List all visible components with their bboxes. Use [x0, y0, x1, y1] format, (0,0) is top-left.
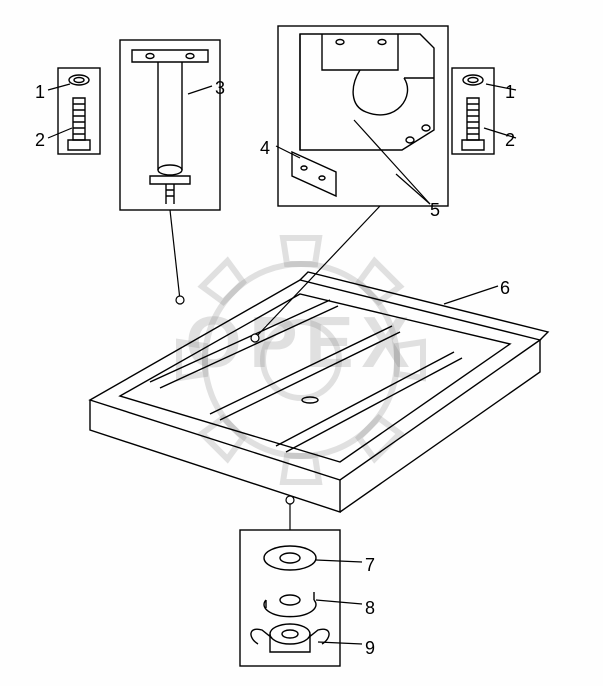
detail-box [452, 68, 494, 154]
callout-leader [48, 128, 72, 138]
callout-number: 4 [260, 138, 270, 159]
callout-number: 1 [35, 82, 45, 103]
part-washer-spring [264, 592, 316, 617]
callout-number: 3 [215, 78, 225, 99]
detail-box [58, 68, 100, 154]
callout-leader [396, 174, 430, 204]
part-tray [90, 272, 548, 512]
part-bracket [292, 34, 434, 196]
part-bolt-left [68, 75, 90, 150]
callout-number: 2 [505, 130, 515, 151]
detail-box [240, 530, 340, 666]
callout-leader [444, 286, 498, 304]
callout-number: 9 [365, 638, 375, 659]
callout-leader [316, 600, 362, 604]
part-pin [132, 50, 208, 204]
callout-leader [316, 560, 362, 562]
leader-anchor [251, 334, 259, 342]
leader-anchor [286, 496, 294, 504]
callout-number: 7 [365, 555, 375, 576]
callout-number: 1 [505, 82, 515, 103]
callout-leader [354, 120, 430, 204]
callout-number: 2 [35, 130, 45, 151]
part-washer-flat [264, 546, 316, 570]
part-wing-nut [251, 624, 329, 652]
callout-number: 8 [365, 598, 375, 619]
detail-leader [255, 206, 380, 338]
callout-leader [188, 86, 212, 94]
diagram-stage: OPEX [0, 0, 603, 686]
detail-box [278, 26, 448, 206]
detail-leader [170, 210, 180, 300]
callout-leader [276, 146, 300, 158]
callout-leader [48, 84, 70, 90]
callout-number: 5 [430, 200, 440, 221]
callout-number: 6 [500, 278, 510, 299]
leader-anchor [176, 296, 184, 304]
part-bolt-right [462, 75, 484, 150]
